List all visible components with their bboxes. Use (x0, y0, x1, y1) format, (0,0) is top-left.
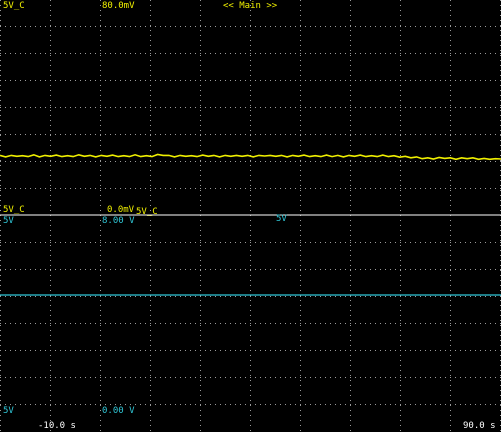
top-offset-suffix: 5V_C (136, 207, 158, 217)
bottom-marker-label: 5V (276, 214, 287, 224)
top-offset-label: 0.0mV (107, 205, 135, 215)
bottom-offset-label: 0.00 V (102, 406, 135, 416)
bottom-channel-label-low: 5V (3, 406, 14, 416)
time-end-label: 90.0 s (463, 421, 496, 431)
top-scale-label: 80.0mV (102, 1, 135, 11)
top-trace (0, 153, 501, 161)
top-channel-label: 5V_C (3, 1, 25, 11)
bottom-scale-label: 8.00 V (102, 216, 135, 226)
top-channel-label-bottom: 5V_C (3, 205, 25, 215)
bottom-channel-label: 5V (3, 216, 14, 226)
view-label: << Main >> (223, 1, 278, 11)
time-start-label: -10.0 s (38, 421, 76, 431)
